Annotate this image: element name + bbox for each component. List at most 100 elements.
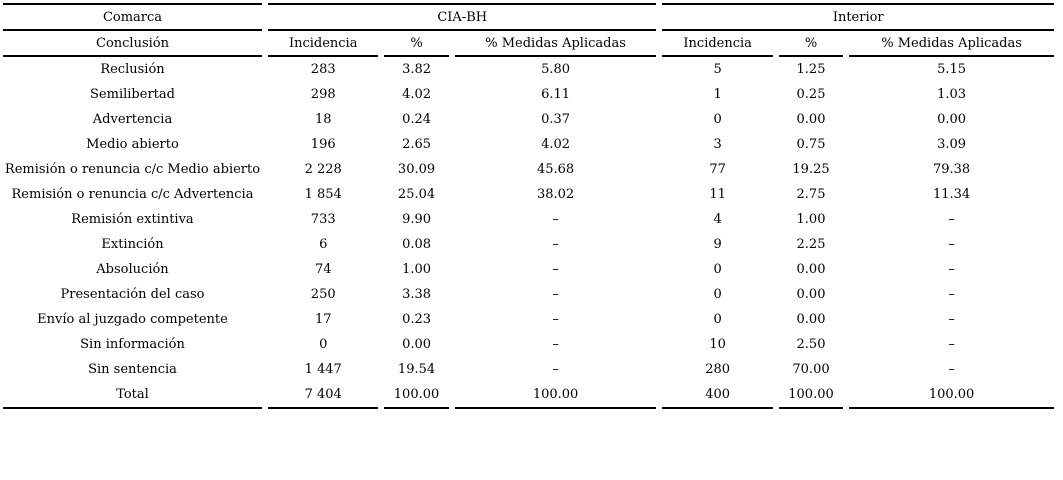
table-cell: 0 [319,337,328,352]
row-label: Medio abierto [86,137,179,152]
table-cell: 0 [713,112,722,127]
table-cell: 17 [314,312,332,327]
table-cell: 2.25 [796,237,826,252]
table-cell: 400 [662,382,773,409]
table-row: Remisión extintiva 733 9.90 – 4 1.00 – [3,207,1054,232]
table-cell: 2.50 [796,337,826,352]
table-row: Advertencia 18 0.24 0.37 0 0.00 0.00 [3,107,1054,132]
table-cell: 1 854 [304,187,342,202]
table-cell: – [552,262,559,277]
table-cell: 5 [713,62,722,77]
table-cell: 2.75 [796,187,826,202]
table-cell: – [552,237,559,252]
row-label: Extinción [101,237,164,252]
table-cell: – [948,312,955,327]
table-header: Comarca CIA-BH Interior Conclusión Incid… [3,3,1054,57]
table-cell: 1.03 [937,87,967,102]
table-cell: 0.25 [796,87,826,102]
table-cell: 0.23 [402,312,432,327]
table-cell: 3.09 [937,137,967,152]
table-cell: 196 [310,137,336,152]
table-row: Presentación del caso 250 3.38 – 0 0.00 – [3,282,1054,307]
table-container: Comarca CIA-BH Interior Conclusión Incid… [0,3,1060,409]
table-cell: 283 [310,62,336,77]
table-row: Sin sentencia 1 447 19.54 – 280 70.00 – [3,357,1054,382]
col-group-interior: Interior [662,3,1054,31]
table-cell: – [552,287,559,302]
table-row: Envío al juzgado competente 17 0.23 – 0 0.00 – [3,307,1054,332]
table-cell: 0.08 [402,237,432,252]
table-cell: 100.00 [454,382,657,409]
row-label: Absolución [96,262,169,277]
row-label: Remisión o renuncia c/c Medio abierto [4,162,261,177]
col-header-pct-cia-bh: % [384,31,449,57]
table-cell: 4 [713,212,722,227]
table-cell: – [948,237,955,252]
table-cell: 3 [713,137,722,152]
table-cell: 1.25 [796,62,826,77]
table-cell: 0.00 [937,112,967,127]
row-label: Reclusión [100,62,165,77]
table-body: Reclusión 283 3.82 5.80 5 1.25 5.15 Semiliberta… [3,57,1054,409]
table-cell: 100.00 [778,382,844,409]
table-cell: 1 [713,87,722,102]
table-row: Medio abierto 196 2.65 4.02 3 0.75 3.09 [3,132,1054,157]
row-label: Semilibertad [90,87,175,102]
table-cell: – [552,362,559,377]
table-cell: 0.00 [796,312,826,327]
table-cell: 0.24 [402,112,432,127]
col-header-conclusion: Conclusión [3,31,262,57]
table-cell: 0.00 [796,112,826,127]
table-cell: 4.02 [541,137,571,152]
table-cell: 30.09 [397,162,436,177]
col-header-incidencia-cia-bh: Incidencia [268,31,379,57]
row-label: Presentación del caso [60,287,205,302]
table-row: Sin información 0 0.00 – 10 2.50 – [3,332,1054,357]
group-header-row: Comarca CIA-BH Interior [3,3,1054,31]
row-label: Advertencia [92,112,173,127]
table-cell: – [948,287,955,302]
table-cell: 4.02 [402,87,432,102]
table-row: Absolución 74 1.00 – 0 0.00 – [3,257,1054,282]
table-cell: 25.04 [397,187,436,202]
sub-header-row: Conclusión Incidencia % % Medidas Aplica… [3,31,1054,57]
table-row: Remisión o renuncia c/c Medio abierto 2 2… [3,157,1054,182]
table-cell: 2 228 [304,162,342,177]
col-header-pct-interior: % [778,31,844,57]
table-cell: 0 [713,312,722,327]
table-cell: 0 [713,262,722,277]
table-cell: – [948,362,955,377]
table-row-total: Total 7 404 100.00 100.00 400 100.00 100.00 [3,382,1054,409]
table-cell: 100.00 [849,382,1054,409]
table-cell: 77 [709,162,726,177]
table-cell: 3.82 [402,62,432,77]
table-cell: 1.00 [796,212,826,227]
row-label: Total [3,382,262,409]
table-cell: 18 [314,112,332,127]
row-label: Envío al juzgado competente [37,312,228,327]
table-row: Semilibertad 298 4.02 6.11 1 0.25 1.03 [3,82,1054,107]
table-cell: 11 [709,187,726,202]
table-cell: 5.15 [937,62,967,77]
col-header-medidas-interior: % Medidas Aplicadas [849,31,1054,57]
table-cell: 298 [310,87,336,102]
table-cell: 280 [705,362,731,377]
table-cell: 0.37 [541,112,571,127]
table-row: Remisión o renuncia c/c Advertencia 1 854… [3,182,1054,207]
table-cell: 1 447 [304,362,342,377]
table-cell: 0.75 [796,137,826,152]
table-cell: 1.00 [402,262,432,277]
table-cell: 2.65 [402,137,432,152]
table-cell: 7 404 [268,382,379,409]
table-cell: 6.11 [541,87,571,102]
row-label: Sin sentencia [88,362,177,377]
table-cell: 733 [310,212,336,227]
table-cell: 74 [314,262,332,277]
table-cell: 6 [319,237,328,252]
table-row: Reclusión 283 3.82 5.80 5 1.25 5.15 [3,57,1054,82]
row-label: Remisión o renuncia c/c Advertencia [11,187,254,202]
table-cell: 38.02 [536,187,575,202]
table-cell: 45.68 [536,162,575,177]
results-table: Comarca CIA-BH Interior Conclusión Incid… [0,3,1060,409]
table-cell: – [948,337,955,352]
